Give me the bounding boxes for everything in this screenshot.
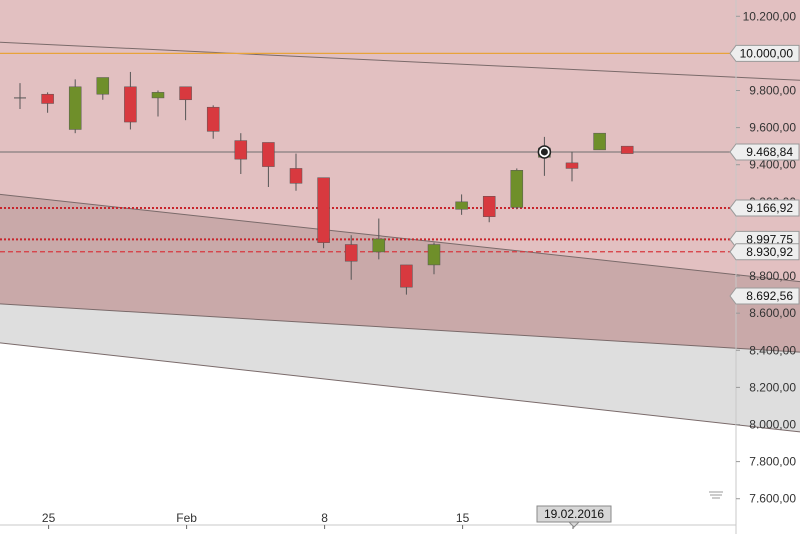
price-tag-label: 8.930,92 [746,245,793,259]
price-tag-4: 8.930,92 [729,243,800,261]
price-tag-2: 9.166,92 [729,199,800,217]
candle-body [234,140,248,160]
candle-body [289,168,303,184]
date-callout-label: 19.02.2016 [544,507,604,521]
candle-14 [400,264,413,295]
price-tag-label: 9.468,84 [746,145,793,159]
price-tag-5: 8.692,56 [729,287,800,305]
candle-body [372,238,386,253]
y-tick-label: 9.400,00 [749,158,796,172]
candle-9 [262,142,275,187]
price-marker-dot [540,148,548,156]
y-tick-label: 8.800,00 [749,269,796,283]
candle-body [427,244,441,266]
price-tag-box [729,143,800,161]
candle-2 [68,79,82,134]
candle-17 [482,196,496,223]
price-tag-label: 9.166,92 [746,201,793,215]
candle-22 [620,145,634,154]
price-tag-label: 10.000,00 [740,46,794,60]
candle-0 [14,83,26,110]
upper-trendline [0,41,800,81]
price-tag-1: 9.468,84 [729,143,800,161]
channel-fills [0,0,800,432]
x-tick-label: 8 [321,511,328,525]
candle-12 [344,235,358,280]
price-tag-box [729,243,800,261]
channel-trendline-middle [0,303,800,353]
candle-body [455,201,468,210]
candle-10 [289,153,303,191]
candle-18 [510,168,524,210]
price-tag-0: 10.000,00 [729,44,800,62]
candle-body [41,93,54,104]
candle-6 [179,86,192,121]
candle-3 [96,77,110,100]
y-tick-label: 8.200,00 [749,380,796,394]
candle-16 [455,194,468,215]
x-tick-label: Feb [176,511,197,525]
candle-1 [41,92,54,113]
candle-body [206,106,220,132]
candle-20 [565,151,579,182]
level-lines [0,41,800,433]
price-tag-label: 8.692,56 [746,289,793,303]
candle-11 [317,177,330,249]
x-tick-label: 15 [456,511,470,525]
y-tick-label: 8.400,00 [749,343,796,357]
y-tick-label: 7.600,00 [749,492,796,506]
y-tick-label: 7.800,00 [749,455,796,469]
candle-15 [427,242,441,275]
date-callout-pointer [567,521,581,528]
candle-body [317,177,330,243]
candle-body [510,170,524,208]
candle-body [620,145,634,154]
middle-channel-fill [0,194,800,353]
x-tick-label: 25 [42,511,56,525]
candle-body [68,86,82,130]
candle-body [151,92,165,99]
y-tick-label: 9.800,00 [749,84,796,98]
candle-body [593,132,606,151]
candle-body [344,244,358,262]
candlestick-series [14,71,634,295]
candle-body [96,77,110,95]
candle-body [262,142,275,167]
candle-13 [372,218,386,260]
candle-body [179,86,192,101]
candle-21 [593,132,606,151]
candle-body [124,86,137,123]
price-tag-box [729,199,800,217]
candle-body [565,162,579,169]
price-tags: 10.000,00 9.468,84 9.166,92 8.997,758.930,9… [729,44,800,305]
candle-4 [124,71,137,130]
candle-5 [151,90,165,117]
menu-icon[interactable] [709,491,723,499]
channel-trendline-bottom [0,342,800,433]
candle-body [482,196,496,217]
y-tick-label: 8.600,00 [749,306,796,320]
price-tag-label: 8.997,75 [746,232,793,246]
y-tick-label: 9.600,00 [749,121,796,135]
candle-8 [234,133,248,174]
price-tag-box [729,287,800,305]
y-tick-label: 10.200,00 [743,9,797,23]
y-tick-label: 8.000,00 [749,418,796,432]
candle-7 [206,105,220,139]
lower-channel-fill [0,303,800,432]
price-tag-box [729,44,800,62]
candle-body [400,264,413,288]
